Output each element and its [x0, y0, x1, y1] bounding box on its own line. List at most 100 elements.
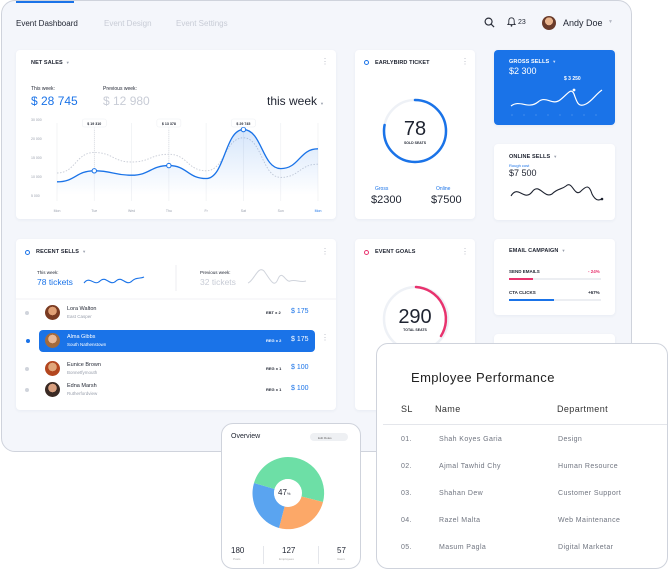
row-options-icon[interactable]: ⋮	[321, 333, 329, 342]
previous-week-value: $ 12 980	[103, 94, 150, 108]
data-point[interactable]	[240, 126, 247, 133]
ticket-price: $ 175	[291, 336, 309, 343]
search-icon[interactable]	[484, 17, 495, 28]
earlybird-title: EARLYBIRD TICKET	[375, 60, 430, 66]
row-department: Human Resource	[558, 463, 619, 470]
send-emails-value: - 24%	[588, 269, 600, 274]
data-point[interactable]	[91, 168, 97, 174]
online-label: Online	[436, 186, 451, 192]
ticket-count: REG x 2	[266, 338, 282, 343]
x-tick-label: Sun	[278, 209, 284, 213]
tab-event-dashboard[interactable]: Event Dashboard	[16, 19, 78, 28]
more-options-icon[interactable]: ⋮	[321, 247, 329, 256]
edit-roles-select[interactable]: Edit Roles	[310, 433, 348, 441]
list-item-selected[interactable]: Alma Gibbs South Nathenstown REG x 2 $ 1…	[39, 330, 315, 352]
more-options-icon[interactable]: ⋮	[461, 247, 469, 256]
online-sells-sparkline	[510, 184, 604, 201]
event-goals-value: 290	[398, 306, 432, 328]
event-goals-caption: TOTAL SEATS	[403, 328, 427, 332]
gross-value: $2300	[371, 194, 402, 206]
this-week-tickets: 78 tickets	[37, 277, 73, 287]
cta-clicks-track	[509, 299, 601, 301]
row-name: Masum Pagla	[439, 544, 487, 551]
list-item[interactable]: Eunice Brown Bonnetfymouth REG x 1 $ 100	[25, 358, 315, 380]
x-tick-label: Tue	[91, 209, 97, 213]
x-tick-label: Mon	[315, 209, 322, 213]
row-name: Shah Koyes Garia	[439, 436, 503, 443]
avatar	[45, 361, 60, 376]
recent-sells-title: RECENT SELLS ▼	[36, 249, 87, 255]
y-tick-label: 15 000	[31, 156, 42, 160]
stat-posts-label: Posts	[233, 557, 241, 561]
range-select[interactable]: this week ▼	[267, 94, 324, 108]
stat-posts-value: 180	[231, 546, 245, 555]
ticket-count: EBT x 2	[266, 310, 281, 315]
user-name[interactable]: Andy Doe	[563, 18, 603, 28]
row-sl: 03.	[401, 490, 412, 497]
gross-sells-card: GROSS SELLS ▼ $2 300 $ 3 250	[494, 50, 615, 125]
online-sells-sub: Rough cost	[509, 163, 530, 168]
send-emails-track	[509, 278, 601, 280]
notifications-button[interactable]: 23	[507, 17, 526, 27]
notification-count: 23	[518, 18, 526, 26]
stat-employees-label: Employees	[279, 557, 294, 561]
row-name: Ajmal Tawhid Chy	[439, 463, 501, 470]
active-tab-indicator	[16, 1, 74, 3]
gross-sells-title: GROSS SELLS ▼	[509, 59, 557, 65]
gross-label: Gross	[375, 186, 389, 192]
value-callout	[156, 118, 182, 128]
row-department: Digital Marketar	[558, 544, 614, 551]
row-sl: 05.	[401, 544, 412, 551]
employee-performance-card: Employee Performance SL Name Department …	[376, 343, 668, 569]
list-item[interactable]: Edna Marsh Rutherfordview REG x 1 $ 100	[25, 379, 315, 401]
more-options-icon[interactable]: ⋮	[321, 57, 329, 66]
x-tick-label: Fr	[204, 209, 208, 213]
send-emails-bar	[509, 278, 533, 280]
stat-employees-value: 127	[282, 546, 296, 555]
ticket-price: $ 100	[291, 364, 309, 371]
avatar[interactable]	[542, 16, 556, 30]
x-tick-label: Wed	[128, 209, 135, 213]
net-sales-chart: 30 000 20 000 15 000 10 000 5 000 Mon Tue Wed Th…	[31, 118, 322, 213]
chevron-down-icon[interactable]: ▼	[608, 19, 613, 25]
this-week-value: $ 28 745	[31, 94, 78, 108]
person-place: Rutherfordview	[67, 391, 98, 396]
person-place: South Nathenstown	[67, 342, 107, 347]
overview-title: Overview	[231, 433, 261, 440]
status-ring-icon	[364, 60, 369, 65]
x-tick-label: Mon	[54, 209, 61, 213]
avatar	[45, 305, 60, 320]
person-name: Lora Walton	[67, 306, 97, 312]
tab-event-design[interactable]: Event Design	[104, 19, 152, 28]
cta-clicks-value: +67%	[588, 290, 600, 295]
person-place: Bonnetfymouth	[67, 370, 98, 375]
row-dot	[25, 311, 29, 315]
previous-week-label: Previous week:	[200, 270, 231, 275]
overview-donut	[252, 456, 325, 530]
data-point[interactable]	[166, 162, 172, 169]
list-item[interactable]: Lora Walton East Casper EBT x 2 $ 175	[25, 302, 315, 324]
y-tick-label: 5 000	[31, 194, 40, 198]
divider	[263, 546, 264, 564]
cta-clicks-bar	[509, 299, 554, 301]
overview-percent: 47%	[278, 488, 291, 497]
stat-users-label: Users	[337, 557, 345, 561]
row-dot	[25, 388, 29, 392]
earlybird-ring	[382, 98, 448, 164]
person-name: Alma Gibbs	[67, 334, 96, 340]
status-ring-icon	[25, 250, 30, 255]
online-sells-title: ONLINE SELLS ▼	[509, 154, 558, 160]
more-options-icon[interactable]: ⋮	[461, 57, 469, 66]
row-name: Razel Malta	[439, 517, 481, 524]
tab-event-settings[interactable]: Event Settings	[176, 19, 228, 28]
row-sl: 01.	[401, 436, 412, 443]
row-dot	[25, 367, 29, 371]
online-value: $7500	[431, 194, 462, 206]
selected-row-dot	[26, 339, 30, 343]
net-sales-card: NET SALES ▼ ⋮ This week: $ 28 745 Previou…	[16, 50, 336, 219]
ticket-price: $ 175	[291, 308, 309, 315]
row-department: Design	[558, 436, 583, 443]
row-department: Web Maintenance	[558, 517, 621, 524]
status-ring-icon	[364, 250, 369, 255]
gross-sells-peak: $ 3 250	[564, 76, 581, 82]
